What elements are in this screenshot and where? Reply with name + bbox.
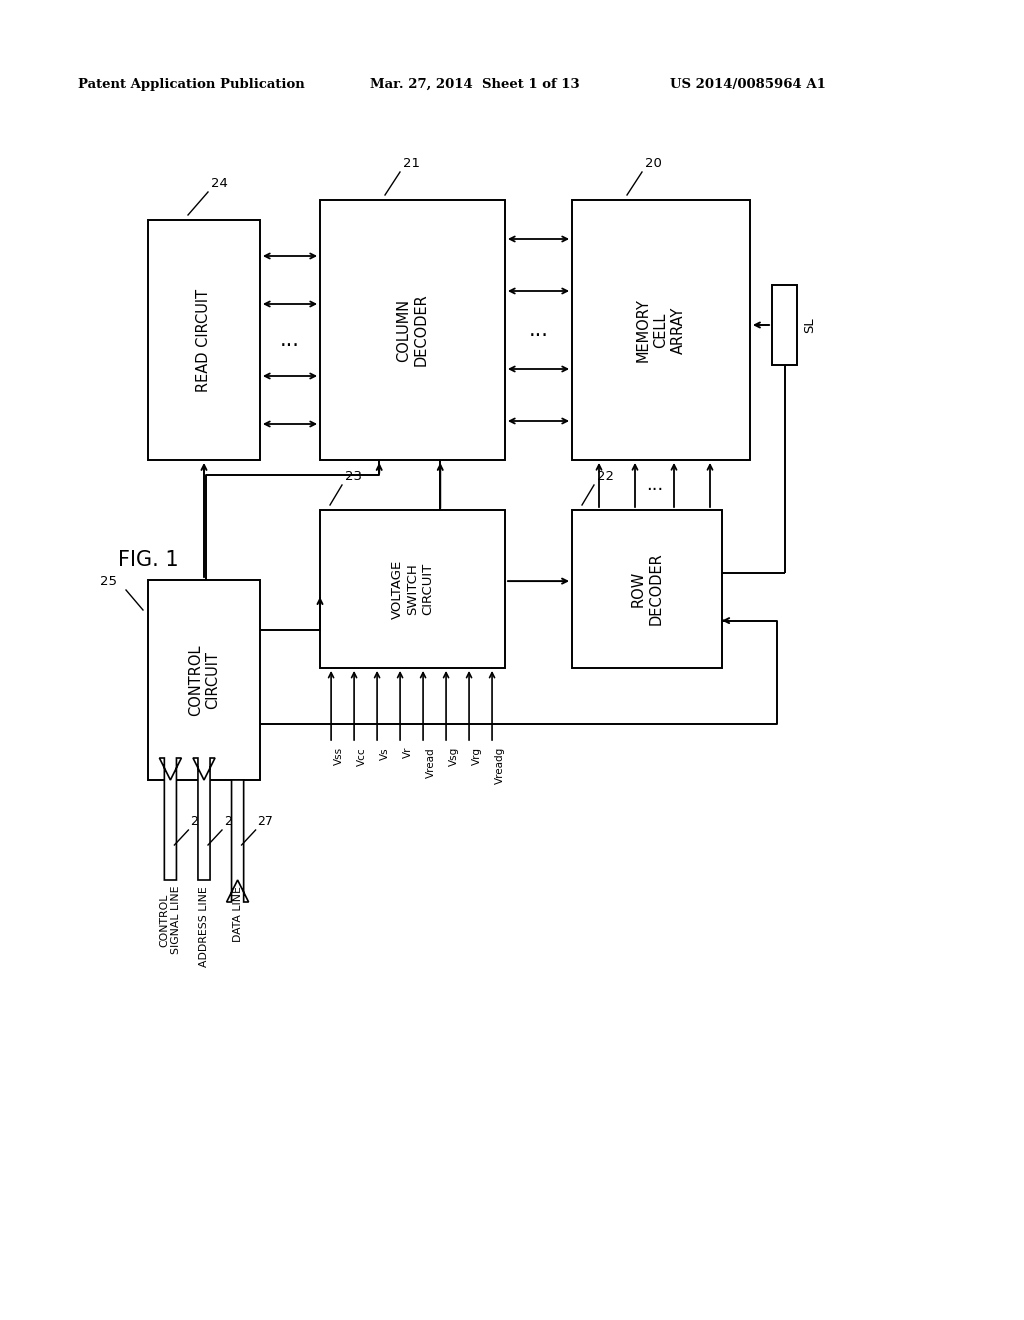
Bar	[572, 510, 722, 668]
Text: 20: 20	[645, 157, 662, 170]
Text: ...: ...	[528, 319, 549, 341]
Text: 25: 25	[100, 576, 117, 587]
Text: SL: SL	[803, 317, 816, 333]
Bar	[772, 285, 797, 366]
Text: CONTROL
SIGNAL LINE: CONTROL SIGNAL LINE	[160, 886, 181, 954]
Bar	[572, 201, 750, 459]
Text: DATA LINE: DATA LINE	[232, 886, 243, 942]
Text: FIG. 1: FIG. 1	[118, 550, 178, 570]
Text: Patent Application Publication: Patent Application Publication	[78, 78, 305, 91]
Polygon shape	[160, 758, 181, 880]
Bar	[319, 510, 505, 668]
Polygon shape	[193, 758, 215, 880]
Bar	[319, 201, 505, 459]
Text: ...: ...	[280, 330, 300, 350]
Text: Vrg: Vrg	[472, 747, 482, 766]
Polygon shape	[226, 780, 249, 902]
Text: COLUMN
DECODER: COLUMN DECODER	[396, 293, 429, 367]
Text: READ CIRCUIT: READ CIRCUIT	[197, 289, 212, 392]
Text: Vss: Vss	[334, 747, 344, 766]
Text: 21: 21	[403, 157, 420, 170]
Text: Vs: Vs	[380, 747, 390, 759]
Text: VOLTAGE
SWITCH
CIRCUIT: VOLTAGE SWITCH CIRCUIT	[391, 560, 434, 619]
Text: 22: 22	[597, 470, 614, 483]
Text: Vsg: Vsg	[450, 747, 459, 766]
Bar	[148, 579, 260, 780]
Text: MEMORY
CELL
ARRAY: MEMORY CELL ARRAY	[636, 298, 686, 362]
Text: Vr: Vr	[403, 747, 413, 759]
Text: 26: 26	[224, 814, 240, 828]
Text: 28: 28	[190, 814, 206, 828]
Text: Vcc: Vcc	[357, 747, 367, 766]
Text: ADDRESS LINE: ADDRESS LINE	[199, 886, 209, 966]
Text: ...: ...	[646, 477, 664, 494]
Text: CONTROL
CIRCUIT: CONTROL CIRCUIT	[187, 644, 220, 715]
Text: Mar. 27, 2014  Sheet 1 of 13: Mar. 27, 2014 Sheet 1 of 13	[370, 78, 580, 91]
Bar	[148, 220, 260, 459]
Text: 27: 27	[258, 814, 273, 828]
Text: 24: 24	[211, 177, 228, 190]
Text: 23: 23	[345, 470, 362, 483]
Text: ROW
DECODER: ROW DECODER	[631, 553, 664, 626]
Text: US 2014/0085964 A1: US 2014/0085964 A1	[670, 78, 826, 91]
Text: Vread: Vread	[426, 747, 436, 777]
Text: Vreadg: Vreadg	[495, 747, 505, 784]
